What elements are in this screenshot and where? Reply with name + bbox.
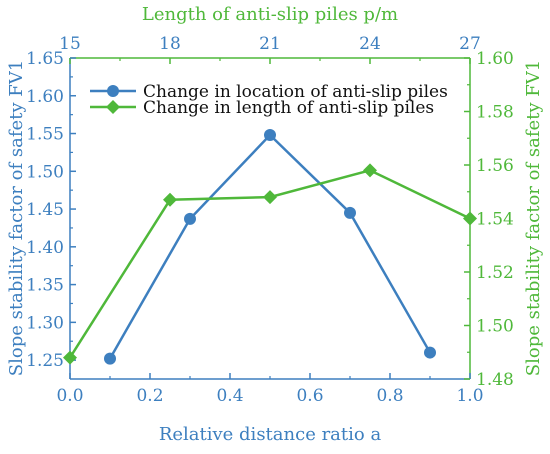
bottom-tick-label: 0.0 xyxy=(56,386,83,406)
top-tick-label: 21 xyxy=(259,34,281,54)
left-tick-label: 1.45 xyxy=(26,200,64,220)
series-point-0 xyxy=(104,352,116,365)
bottom-tick-label: 0.8 xyxy=(376,386,403,406)
top-tick-label: 27 xyxy=(459,34,481,54)
top-tick-label: 15 xyxy=(59,34,81,54)
bottom-tick-label: 0.2 xyxy=(136,386,163,406)
y-axis-label-right: Slope stability factor of safety FV1 xyxy=(523,60,544,376)
bottom-tick-label: 1.0 xyxy=(456,386,483,406)
left-tick-label: 1.65 xyxy=(26,49,64,69)
left-tick-label: 1.50 xyxy=(26,162,64,182)
series-point-1 xyxy=(163,192,177,207)
top-tick-label: 18 xyxy=(159,34,181,54)
y-axis-label-left: Slope stability factor of safety FV1 xyxy=(6,60,27,376)
left-tick-label: 1.30 xyxy=(26,313,64,333)
right-tick-label: 1.52 xyxy=(476,263,514,283)
series-point-0 xyxy=(264,129,276,142)
bottom-axis-ticks: 0.0 0.2 0.4 0.6 0.8 1.0 xyxy=(56,373,484,406)
series-layer xyxy=(63,129,477,365)
top-tick-label: 24 xyxy=(359,34,381,54)
legend-marker-length xyxy=(106,100,120,114)
right-tick-label: 1.60 xyxy=(476,49,514,69)
legend-label-location: Change in location of anti-slip piles xyxy=(143,82,448,102)
series-point-1 xyxy=(363,163,377,178)
right-tick-label: 1.50 xyxy=(476,317,514,337)
legend: Change in location of anti-slip piles Ch… xyxy=(90,82,448,118)
x-axis-label-bottom: Relative distance ratio a xyxy=(159,424,382,445)
top-axis-ticks: 15 18 21 24 27 xyxy=(59,34,481,64)
right-tick-label: 1.54 xyxy=(476,210,514,230)
left-tick-label: 1.40 xyxy=(26,238,64,258)
left-tick-label: 1.35 xyxy=(26,276,64,296)
series-point-1 xyxy=(263,190,277,205)
series-point-0 xyxy=(424,346,436,359)
left-tick-label: 1.60 xyxy=(26,87,64,107)
right-tick-label: 1.48 xyxy=(476,370,514,390)
series-point-0 xyxy=(184,212,196,225)
left-tick-label: 1.55 xyxy=(26,125,64,145)
legend-label-length: Change in length of anti-slip piles xyxy=(143,98,434,118)
left-tick-label: 1.25 xyxy=(26,351,64,371)
bottom-tick-label: 0.6 xyxy=(296,386,323,406)
right-tick-label: 1.56 xyxy=(476,156,514,176)
bottom-tick-label: 0.4 xyxy=(216,386,243,406)
x-axis-label-top: Length of anti-slip piles p/m xyxy=(142,4,398,25)
series-point-0 xyxy=(344,206,356,219)
legend-marker-location xyxy=(107,85,119,97)
right-tick-label: 1.58 xyxy=(476,103,514,123)
series-point-1 xyxy=(463,211,477,226)
left-axis-ticks: 1.25 1.30 1.35 1.40 1.45 1.50 1.55 1.60 1.65 xyxy=(26,49,76,371)
series-point-1 xyxy=(63,350,77,365)
series-line-0 xyxy=(108,133,432,360)
right-axis-ticks: 1.48 1.50 1.52 1.54 1.56 1.58 1.60 xyxy=(464,49,514,390)
